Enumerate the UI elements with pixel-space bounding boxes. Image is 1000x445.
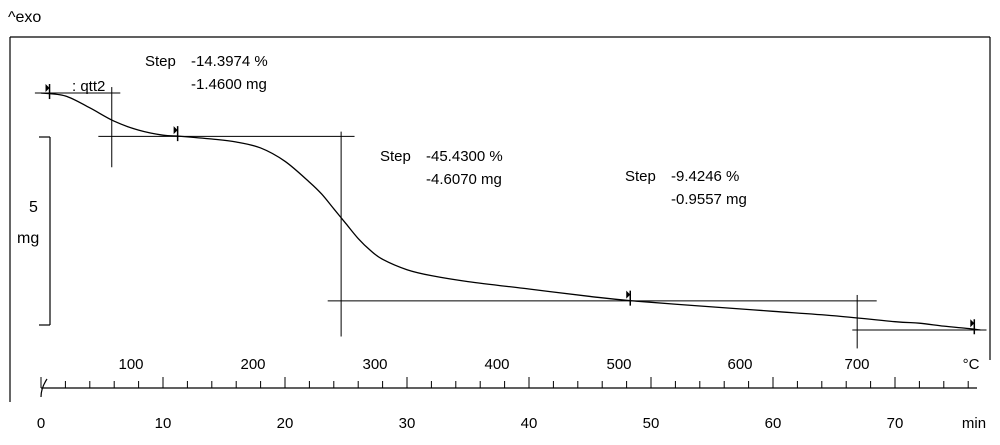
time-axis-bracket [40, 378, 48, 398]
time-tick-label: 50 [643, 415, 660, 432]
limit-marker-flag [45, 84, 50, 93]
temperature-tick-label: 400 [484, 356, 509, 373]
temperature-tick-label: 500 [606, 356, 631, 373]
step-percent: -9.4246 % [671, 168, 739, 185]
temperature-tick-label: 300 [362, 356, 387, 373]
time-tick-label: 30 [399, 415, 416, 432]
tga-curve [40, 92, 981, 331]
plot-frame [9, 36, 991, 402]
scale-bar-value: 5 [29, 199, 38, 216]
time-tick-label: 0 [37, 415, 45, 432]
time-tick-label: 20 [277, 415, 294, 432]
temperature-tick-label: 700 [844, 356, 869, 373]
scale-bar: 5 mg [17, 136, 51, 326]
step-mass: -4.6070 mg [426, 171, 502, 188]
step-percent: -45.4300 % [426, 148, 503, 165]
time-tick-label: 70 [887, 415, 904, 432]
step-label: Step [380, 148, 411, 165]
step-percent: -14.3974 % [191, 53, 268, 70]
time-tick-label: 40 [521, 415, 538, 432]
temperature-tick-label: 100 [118, 356, 143, 373]
time-unit-label: min [962, 415, 986, 432]
step-mass: -0.9557 mg [671, 191, 747, 208]
step-label: Step [145, 53, 176, 70]
step-label: Step [625, 168, 656, 185]
temperature-unit-label: °C [963, 356, 980, 373]
limit-marker-flag [626, 290, 631, 299]
time-tick-label: 60 [765, 415, 782, 432]
exo-label: ^exo [8, 9, 41, 26]
sample-label: : qtt2 [72, 78, 105, 95]
step-mass: -1.4600 mg [191, 76, 267, 93]
limit-marker-flag [173, 126, 178, 135]
time-tick-label: 10 [155, 415, 172, 432]
temperature-tick-label: 200 [240, 356, 265, 373]
limit-marker-flag [970, 319, 975, 328]
scale-bar-unit: mg [17, 230, 39, 247]
temperature-tick-label: 600 [727, 356, 752, 373]
